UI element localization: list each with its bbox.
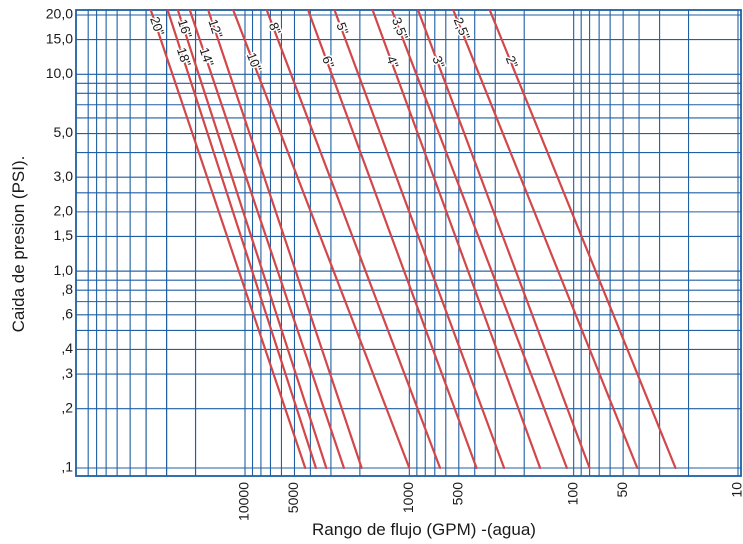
curve-4in xyxy=(371,10,542,470)
curve-18in xyxy=(166,10,318,470)
curve-35in xyxy=(390,10,568,470)
y-tick-labels: 20,0 15,0 10,0 5,0 3,0 2,0 1,5 1,0 ,8 ,6 ,4 ,3 ,2 ,1 xyxy=(46,6,73,475)
y-tick-label: 1,0 xyxy=(54,262,74,278)
y-tick-label: 1,5 xyxy=(54,227,74,243)
curve-2in xyxy=(488,10,677,470)
curve-3in xyxy=(416,10,591,470)
curve-5in xyxy=(333,10,506,470)
y-tick-label: ,4 xyxy=(61,340,73,356)
x-tick-label: 5000 xyxy=(285,482,301,513)
curve-25in xyxy=(452,10,639,470)
pipe-size-label: 18" xyxy=(174,46,194,69)
curve-10in xyxy=(232,10,411,470)
curve-14in xyxy=(188,10,346,470)
y-axis-title: Caida de presion (PSI). xyxy=(9,156,28,333)
x-tick-label: 100 xyxy=(564,482,580,506)
y-tick-label: ,6 xyxy=(61,306,73,322)
y-tick-label: 10,0 xyxy=(46,65,73,81)
x-tick-labels: 10000 5000 1000 500 100 50 10 xyxy=(236,482,743,521)
x-tick-label: 10 xyxy=(729,482,743,498)
y-tick-label: 5,0 xyxy=(54,124,74,140)
y-tick-label: ,1 xyxy=(61,459,73,475)
curve-16in xyxy=(176,10,328,470)
y-tick-label: ,3 xyxy=(61,365,73,381)
x-axis-title: Rango de flujo (GPM) -(agua) xyxy=(312,520,536,539)
plot-frame xyxy=(75,9,742,477)
y-tick-label: ,2 xyxy=(61,399,73,415)
y-tick-label: ,8 xyxy=(61,281,73,297)
y-tick-label: 2,0 xyxy=(54,203,74,219)
curve-8in xyxy=(265,10,442,470)
y-tick-label: 3,0 xyxy=(54,168,74,184)
x-tick-label: 50 xyxy=(614,482,630,498)
pipe-size-curves xyxy=(149,10,677,470)
x-tick-label: 10000 xyxy=(236,482,252,521)
y-tick-label: 20,0 xyxy=(46,6,73,22)
curve-20in xyxy=(149,10,307,470)
curve-6in xyxy=(306,10,478,470)
curve-12in xyxy=(207,10,363,470)
x-tick-label: 500 xyxy=(450,482,466,506)
x-tick-label: 1000 xyxy=(400,482,416,513)
y-tick-label: 15,0 xyxy=(46,30,73,46)
